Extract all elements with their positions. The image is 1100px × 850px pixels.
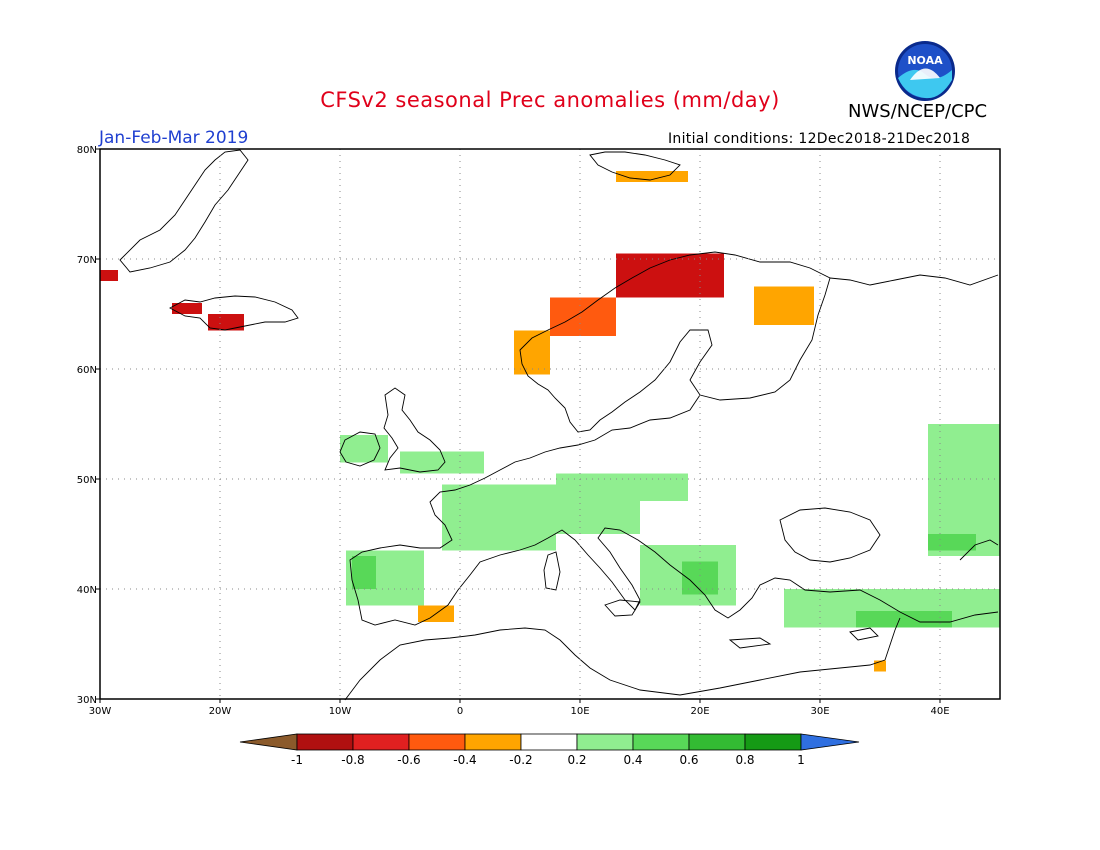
- lon-tick-label: 20W: [209, 706, 232, 717]
- colorbar-segment: [520, 733, 578, 751]
- greenland-coast: [119, 149, 249, 273]
- anomaly-finland: [754, 286, 814, 325]
- chart-title: CFSv2 seasonal Prec anomalies (mm/day): [320, 88, 780, 112]
- lat-tick-label: 70N: [77, 255, 97, 266]
- north-africa-coast: [344, 627, 886, 701]
- lon-tick-label: 40E: [930, 706, 949, 717]
- mainland-coast: [349, 394, 999, 626]
- colorbar-right-arrow: [800, 733, 860, 751]
- colorbar-label: -0.6: [397, 753, 420, 767]
- anomaly-layer: [100, 171, 1000, 672]
- colorbar-segment: [464, 733, 522, 751]
- anomaly-iceland-south: [208, 314, 244, 331]
- axis-ticks: 30W 20W 10W 0 10E 20E 30E 40E 80N 70N 60N 50N 40N 30N: [77, 145, 950, 717]
- lon-tick-label: 10E: [570, 706, 589, 717]
- colorbar-label: 0.4: [623, 753, 642, 767]
- caspian-coast: [959, 539, 999, 561]
- colorbar-segment: [408, 733, 466, 751]
- colorbar-label: 1: [797, 753, 805, 767]
- lat-tick-label: 40N: [77, 585, 97, 596]
- lon-tick-label: 10W: [329, 706, 352, 717]
- lon-tick-label: 30W: [89, 706, 112, 717]
- forecast-period: Jan-Feb-Mar 2019: [99, 128, 249, 148]
- colorbar-segment: [688, 733, 746, 751]
- levant-coast: [884, 617, 901, 661]
- sardinia-coast: [543, 551, 561, 591]
- kola-coast: [829, 274, 999, 286]
- noaa-logo-icon: NOAA: [895, 41, 955, 101]
- initial-conditions: Initial conditions: 12Dec2018-21Dec2018: [668, 131, 971, 147]
- colorbar-segment: [632, 733, 690, 751]
- lat-lon-grid: [100, 149, 1000, 699]
- anomaly-alps: [532, 501, 640, 534]
- colorbar-label: 0.8: [735, 753, 754, 767]
- lat-tick-label: 50N: [77, 475, 97, 486]
- cyprus-coast: [849, 627, 879, 641]
- anomaly-norway-central: [550, 297, 616, 336]
- crete-coast: [728, 637, 772, 649]
- colorbar: -1 -0.8 -0.6 -0.4 -0.2 0.2 0.4 0.6 0.8 1: [239, 733, 860, 767]
- sicily-coast: [604, 599, 641, 617]
- lat-tick-label: 80N: [77, 145, 97, 156]
- anomaly-greenland-east: [100, 270, 118, 281]
- ireland-coast: [339, 431, 381, 467]
- colorbar-label: -0.2: [509, 753, 532, 767]
- colorbar-label: -0.4: [453, 753, 476, 767]
- anomaly-svalbard: [616, 171, 688, 182]
- colorbar-segment: [352, 733, 410, 751]
- svalbard-coast: [589, 151, 681, 181]
- colorbar-left-arrow: [239, 733, 298, 751]
- lon-tick-label: 0: [457, 706, 463, 717]
- anomaly-israel: [874, 660, 886, 672]
- colorbar-label: -1: [291, 753, 303, 767]
- lon-tick-label: 20E: [690, 706, 709, 717]
- colorbar-label: 0.2: [567, 753, 586, 767]
- map-frame: [99, 148, 1001, 700]
- lat-tick-label: 60N: [77, 365, 97, 376]
- anomaly-norway-south: [514, 330, 550, 375]
- colorbar-segment: [576, 733, 634, 751]
- anomaly-iceland-west: [172, 303, 202, 314]
- logo-text: NOAA: [907, 54, 943, 67]
- colorbar-label: 0.6: [679, 753, 698, 767]
- anomaly-norway-north: [616, 253, 724, 298]
- anomaly-central-europe: [556, 473, 688, 501]
- iceland-coast: [169, 295, 299, 331]
- anomaly-caucasus: [928, 534, 976, 551]
- lat-tick-label: 30N: [77, 695, 97, 706]
- black-sea-coast: [779, 507, 881, 563]
- colorbar-segment: [744, 733, 802, 751]
- lon-tick-label: 30E: [810, 706, 829, 717]
- colorbar-segment: [296, 733, 354, 751]
- coastlines: [119, 149, 999, 701]
- anomaly-england: [400, 451, 484, 474]
- scandinavia-coast: [519, 251, 831, 433]
- britain-coast: [383, 387, 446, 473]
- anomaly-portugal: [352, 556, 376, 589]
- agency-label: NWS/NCEP/CPC: [848, 101, 988, 122]
- colorbar-label: -0.8: [341, 753, 364, 767]
- anomaly-turkey-south: [856, 611, 952, 628]
